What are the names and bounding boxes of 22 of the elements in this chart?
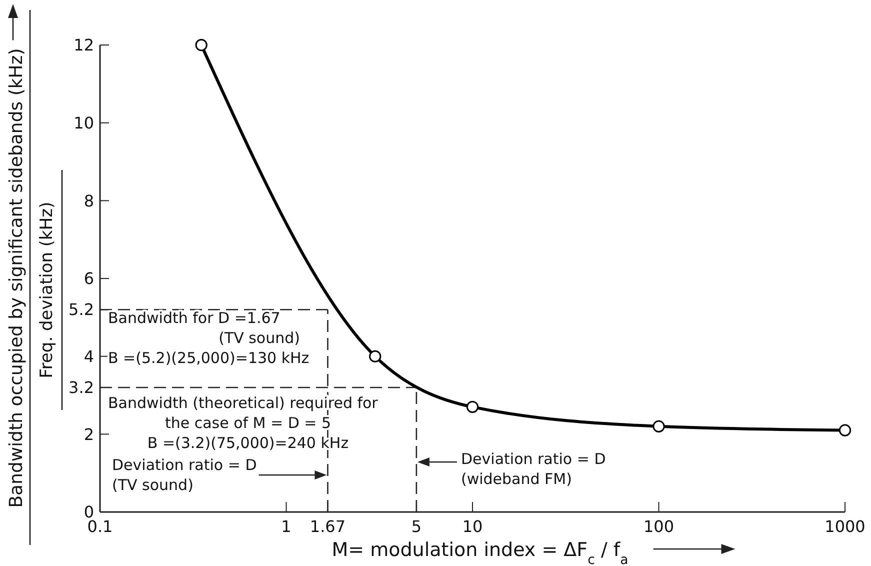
annotation: Deviation ratio = D (wideband FM) <box>461 450 606 488</box>
y-tick-label: 5.2 <box>68 300 94 320</box>
y-tick-label: 10 <box>74 113 94 132</box>
x-tick-label: 1000 <box>824 517 866 536</box>
x-axis-title: M= modulation index = ΔF$_{c}$ / f$_{a}$ <box>332 539 628 566</box>
x-tick-label: 5 <box>411 517 422 536</box>
y-tick-label: 12 <box>74 36 94 55</box>
x-tick-label: 1 <box>281 517 292 536</box>
y-tick-label: 6 <box>84 269 94 288</box>
y-tick-label: 3.2 <box>68 378 94 398</box>
annotation: Bandwidth for D =1.67 (TV sound) B =(5.2)(25,000)=130 kHz <box>108 309 310 367</box>
annotation: Bandwidth (theoretical) required for the case of M = D = 5 B =(3.2)(75,000)=240 kHz <box>108 394 379 452</box>
annotation: Deviation ratio = D (TV sound) <box>112 456 257 494</box>
text: Freq. deviation (kHz) <box>37 202 57 378</box>
y-tick-label: 8 <box>84 191 94 210</box>
y-axis-title: Bandwidth occupied by significant sidebands (kHz) <box>6 48 27 508</box>
y-tick-label: 2 <box>84 424 94 444</box>
x-tick-label: 10 <box>462 517 483 536</box>
x-tick-label: 1.67 <box>310 517 346 536</box>
y-tick-label: 4 <box>84 346 94 366</box>
x-tick-label: 0.1 <box>87 517 113 536</box>
x-tick-label: 100 <box>643 517 674 536</box>
